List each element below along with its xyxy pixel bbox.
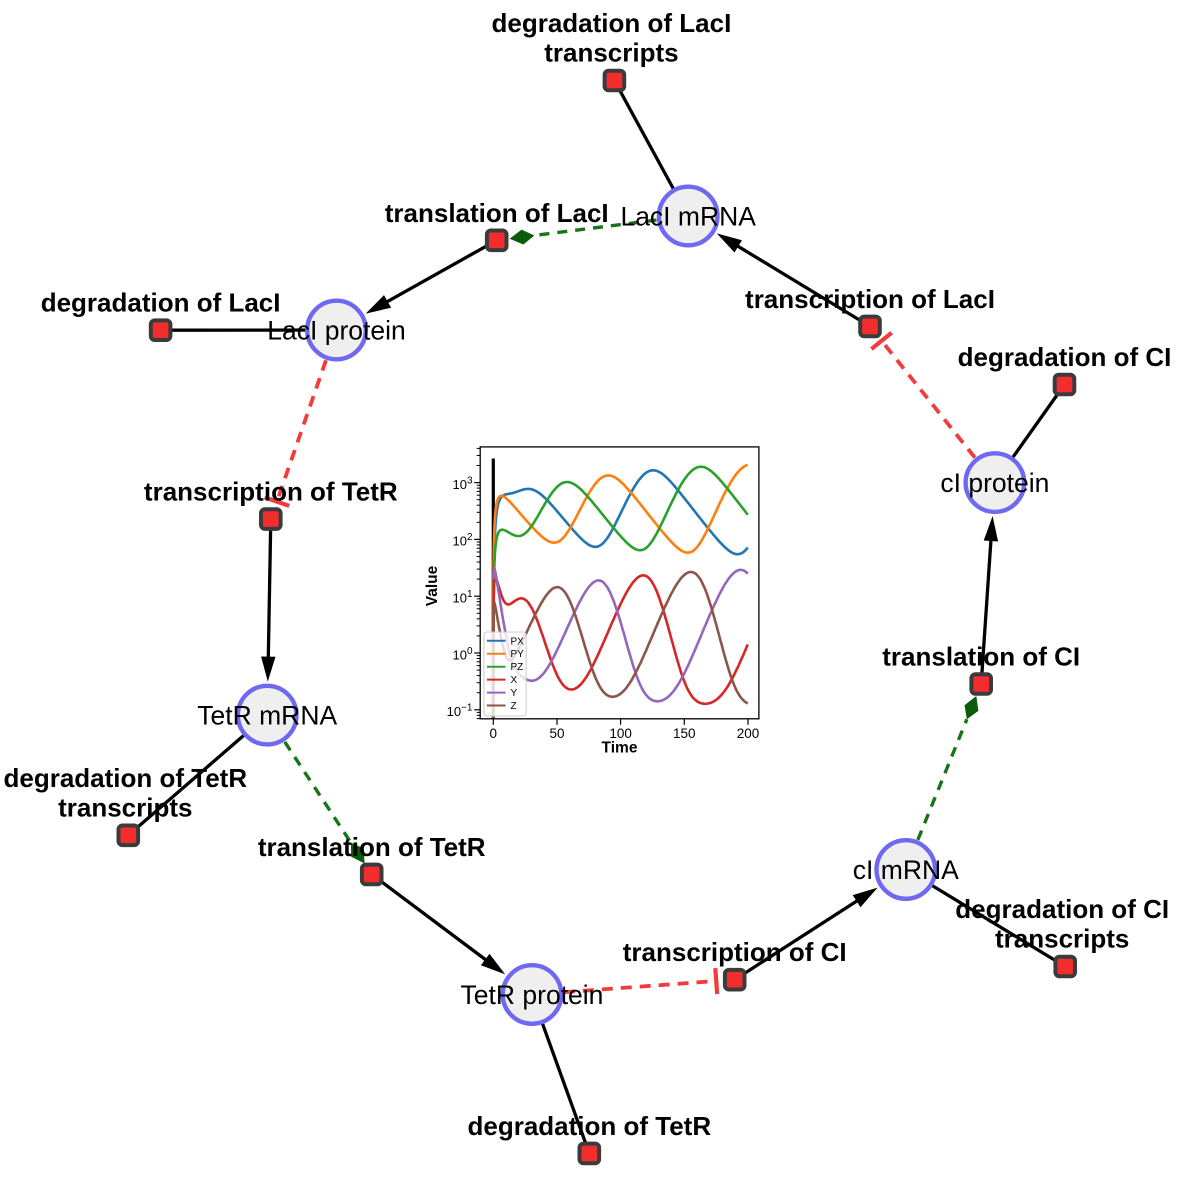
svg-text:translation of CI: translation of CI bbox=[882, 642, 1080, 672]
svg-text:LacI protein: LacI protein bbox=[267, 316, 405, 346]
svg-text:degradation of LacI: degradation of LacI bbox=[491, 8, 731, 38]
svg-text:degradation of TetR: degradation of TetR bbox=[467, 1111, 711, 1141]
svg-text:translation of LacI: translation of LacI bbox=[385, 198, 609, 228]
svg-text:degradation of TetR: degradation of TetR bbox=[3, 763, 247, 793]
svg-text:transcription of CI: transcription of CI bbox=[623, 937, 847, 967]
svg-text:200: 200 bbox=[737, 726, 760, 741]
svg-text:Time: Time bbox=[602, 739, 638, 756]
svg-text:degradation of CI: degradation of CI bbox=[955, 894, 1169, 924]
svg-text:Value: Value bbox=[424, 565, 441, 606]
svg-text:LacI mRNA: LacI mRNA bbox=[620, 202, 756, 232]
svg-text:Z: Z bbox=[511, 701, 517, 712]
svg-text:TetR mRNA: TetR mRNA bbox=[197, 701, 337, 731]
svg-text:cI protein: cI protein bbox=[940, 468, 1049, 498]
svg-text:PY: PY bbox=[511, 649, 525, 660]
svg-text:X: X bbox=[511, 675, 518, 686]
svg-text:transcription of LacI: transcription of LacI bbox=[745, 284, 995, 314]
svg-text:translation of TetR: translation of TetR bbox=[258, 832, 486, 862]
svg-text:degradation of CI: degradation of CI bbox=[958, 342, 1172, 372]
svg-text:transcripts: transcripts bbox=[58, 792, 192, 822]
svg-text:PZ: PZ bbox=[511, 662, 524, 673]
svg-text:degradation of LacI: degradation of LacI bbox=[41, 288, 281, 318]
svg-text:transcripts: transcripts bbox=[995, 924, 1129, 954]
svg-text:transcripts: transcripts bbox=[544, 38, 678, 68]
svg-text:150: 150 bbox=[673, 726, 696, 741]
svg-text:TetR protein: TetR protein bbox=[461, 980, 604, 1010]
svg-text:cI mRNA: cI mRNA bbox=[853, 855, 959, 885]
svg-text:100: 100 bbox=[609, 726, 632, 741]
svg-text:PX: PX bbox=[511, 636, 525, 647]
svg-text:0: 0 bbox=[490, 726, 498, 741]
svg-text:50: 50 bbox=[549, 726, 564, 741]
svg-text:transcription of TetR: transcription of TetR bbox=[144, 477, 398, 507]
svg-text:Y: Y bbox=[511, 688, 518, 699]
